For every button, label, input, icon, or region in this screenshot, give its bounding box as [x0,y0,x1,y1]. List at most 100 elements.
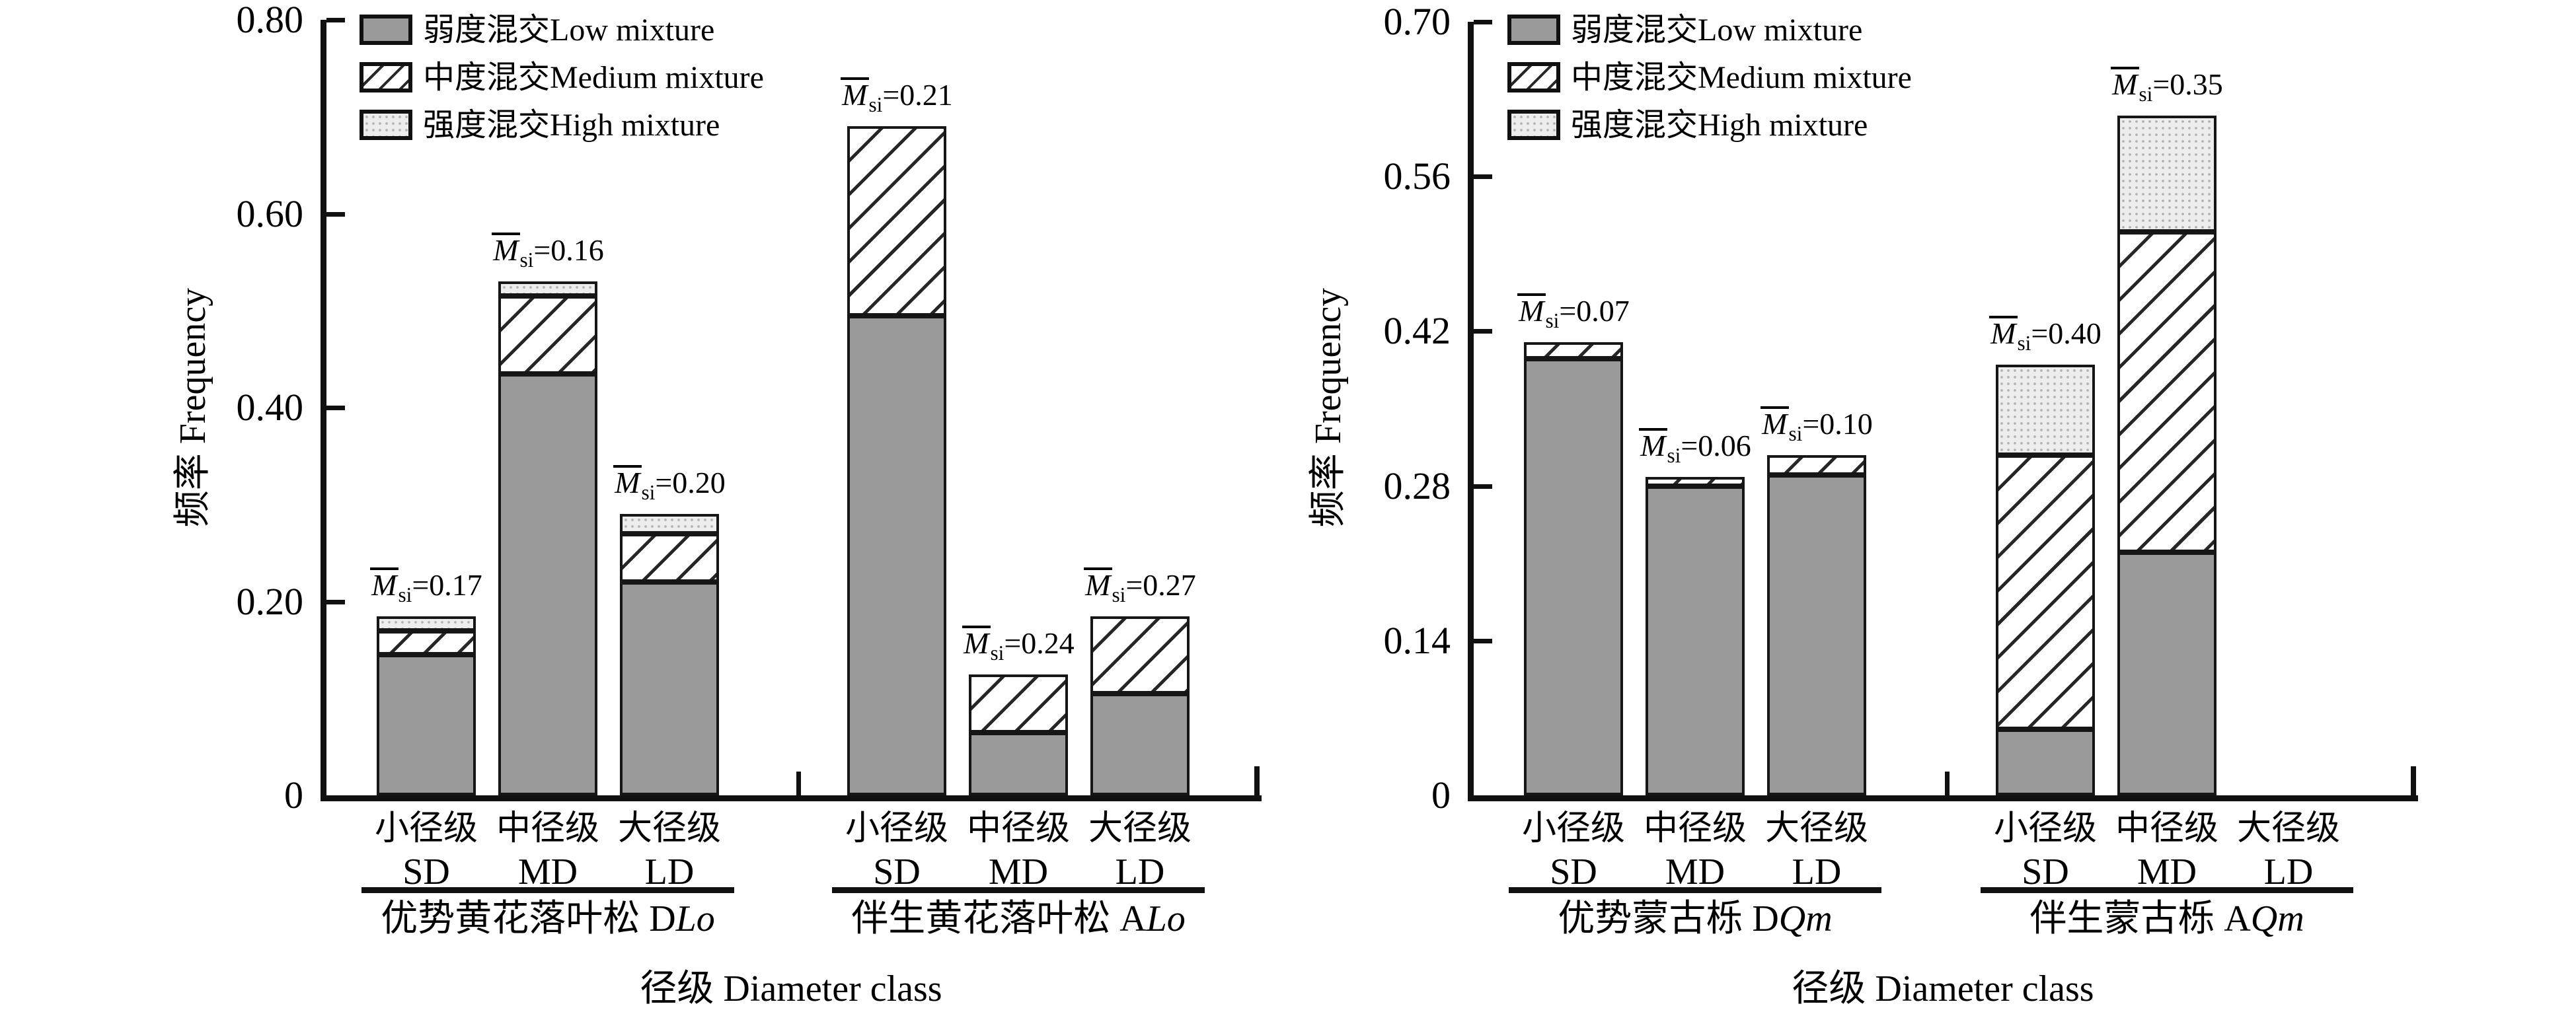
bar-segment-low [1524,359,1623,795]
x-class-label-code: MD [988,851,1049,892]
y-tick-mark [1474,174,1492,180]
bar-segment-low [1090,693,1190,795]
group-code-prefix: D [649,898,676,939]
x-class-label-cn: 大径级 [2236,810,2340,848]
group-underline [1981,887,2353,893]
bar-segment-medium [377,630,476,655]
y-axis-title-right: 频率 Frequency [1308,287,1349,528]
group-underline [1509,887,1881,893]
y-axis-title-left: 频率 Frequency [172,287,213,528]
msi-symbol: M [1084,567,1112,602]
bar-msi-label: Msi=0.21 [841,77,953,117]
bar-msi-label: Msi=0.06 [1639,428,1751,468]
x-class-label-code: MD [1665,851,1725,892]
msi-symbol: M [370,567,398,602]
x-class-label-cn: 小径级 [1521,810,1625,848]
bar-segment-high [377,616,476,631]
x-class-label-cn: 中径级 [1643,810,1747,848]
x-class-label-code: LD [644,851,695,892]
group-name-cn: 伴生蒙古栎 [2029,898,2224,939]
msi-symbol: M [1761,406,1789,441]
y-tick-label: 0.28 [1383,464,1451,507]
group-code-italic: Qm [2250,898,2304,939]
legend-label-medium: 中度混交Medium mixture [423,60,764,95]
bar-segment-high [1996,364,2095,455]
y-axis-line [1468,22,1474,801]
y-tick-mark [326,406,345,410]
group-label: 优势蒙古栎 DQm [1398,898,1992,939]
x-class-label-cn: 大径级 [1088,810,1192,848]
x-class-label-code: SD [1550,851,1597,892]
legend-label-high: 强度混交High mixture [423,108,720,143]
group-code-prefix: D [1752,898,1779,939]
x-axis-line [1468,795,2418,801]
bar-segment-low [1996,729,2095,795]
x-axis-title-right: 径级 Diameter class [1792,968,2094,1009]
bar-segment-medium [847,126,946,316]
msi-symbol: M [613,465,642,500]
x-axis-title-left: 径级 Diameter class [640,968,942,1009]
x-class-label-cn: 中径级 [966,810,1070,848]
y-tick-mark [326,211,345,217]
legend-swatch-high [1507,110,1560,140]
y-tick-label: 0.14 [1383,618,1451,662]
msi-symbol: M [962,625,991,660]
bar-segment-low [498,373,597,795]
bar-segment-medium [498,296,597,374]
group-name-cn: 优势蒙古栎 [1558,898,1753,939]
legend-label-medium: 中度混交Medium mixture [1571,60,1912,95]
bar-segment-medium [1996,454,2095,729]
bar-segment-medium [969,674,1068,733]
y-tick-label: 0 [284,774,303,816]
x-class-label-cn: 中径级 [496,810,599,848]
bar-segment-low [847,315,946,795]
msi-symbol: M [2111,67,2139,102]
y-tick-label: 0.56 [1383,155,1451,198]
y-tick-mark [1474,484,1492,489]
bar-msi-label: Msi=0.27 [1084,567,1196,606]
bar-msi-label: Msi=0.17 [370,567,482,606]
bar-segment-low [1767,474,1866,795]
y-tick-label: 0.20 [236,579,304,623]
legend-swatch-low [360,15,412,45]
x-group-tick [796,772,801,795]
legend-label-low: 弱度混交Low mixture [1571,13,1863,48]
bar-msi-label: Msi=0.35 [2111,67,2223,106]
y-tick-mark [326,18,345,22]
y-tick-mark [1474,329,1492,334]
y-tick-label: 0.70 [1383,0,1451,43]
y-tick-label: 0.40 [236,386,304,429]
msi-symbol: M [492,233,520,268]
x-class-label-code: LD [1792,851,1842,892]
y-tick-label: 0 [1431,774,1451,816]
msi-symbol: M [841,77,869,112]
group-code-italic: Qm [1778,898,1833,939]
x-class-label-code: LD [2263,851,2314,892]
bar-segment-high [2117,116,2216,232]
bar-segment-medium [1090,616,1190,694]
x-class-label-code: MD [517,851,578,892]
x-class-label-cn: 小径级 [374,810,478,848]
group-underline [361,887,734,893]
bar-segment-medium [1646,477,1745,486]
bar-segment-high [620,514,719,534]
y-tick-label: 0.60 [236,192,304,235]
group-label: 优势黄花落叶松 DLo [250,898,845,939]
legend-label-high: 强度混交High mixture [1571,108,1868,143]
x-class-label-code: SD [873,851,921,892]
bar-msi-label: Msi=0.20 [613,465,726,505]
y-axis-line [321,20,326,801]
bar-segment-medium [2117,231,2216,552]
x-group-tick [1945,772,1950,795]
x-class-label-code: SD [2022,851,2069,892]
x-axis-line [321,795,1262,801]
x-end-tick [1254,766,1260,795]
msi-symbol: M [1989,315,2018,350]
x-class-label-cn: 小径级 [845,810,948,848]
group-label: 伴生蒙古栎 AQm [1870,898,2464,939]
y-tick-mark [1474,638,1492,643]
msi-symbol: M [1639,428,1667,463]
group-code-prefix: A [1119,898,1147,939]
x-class-label-code: MD [2137,851,2197,892]
